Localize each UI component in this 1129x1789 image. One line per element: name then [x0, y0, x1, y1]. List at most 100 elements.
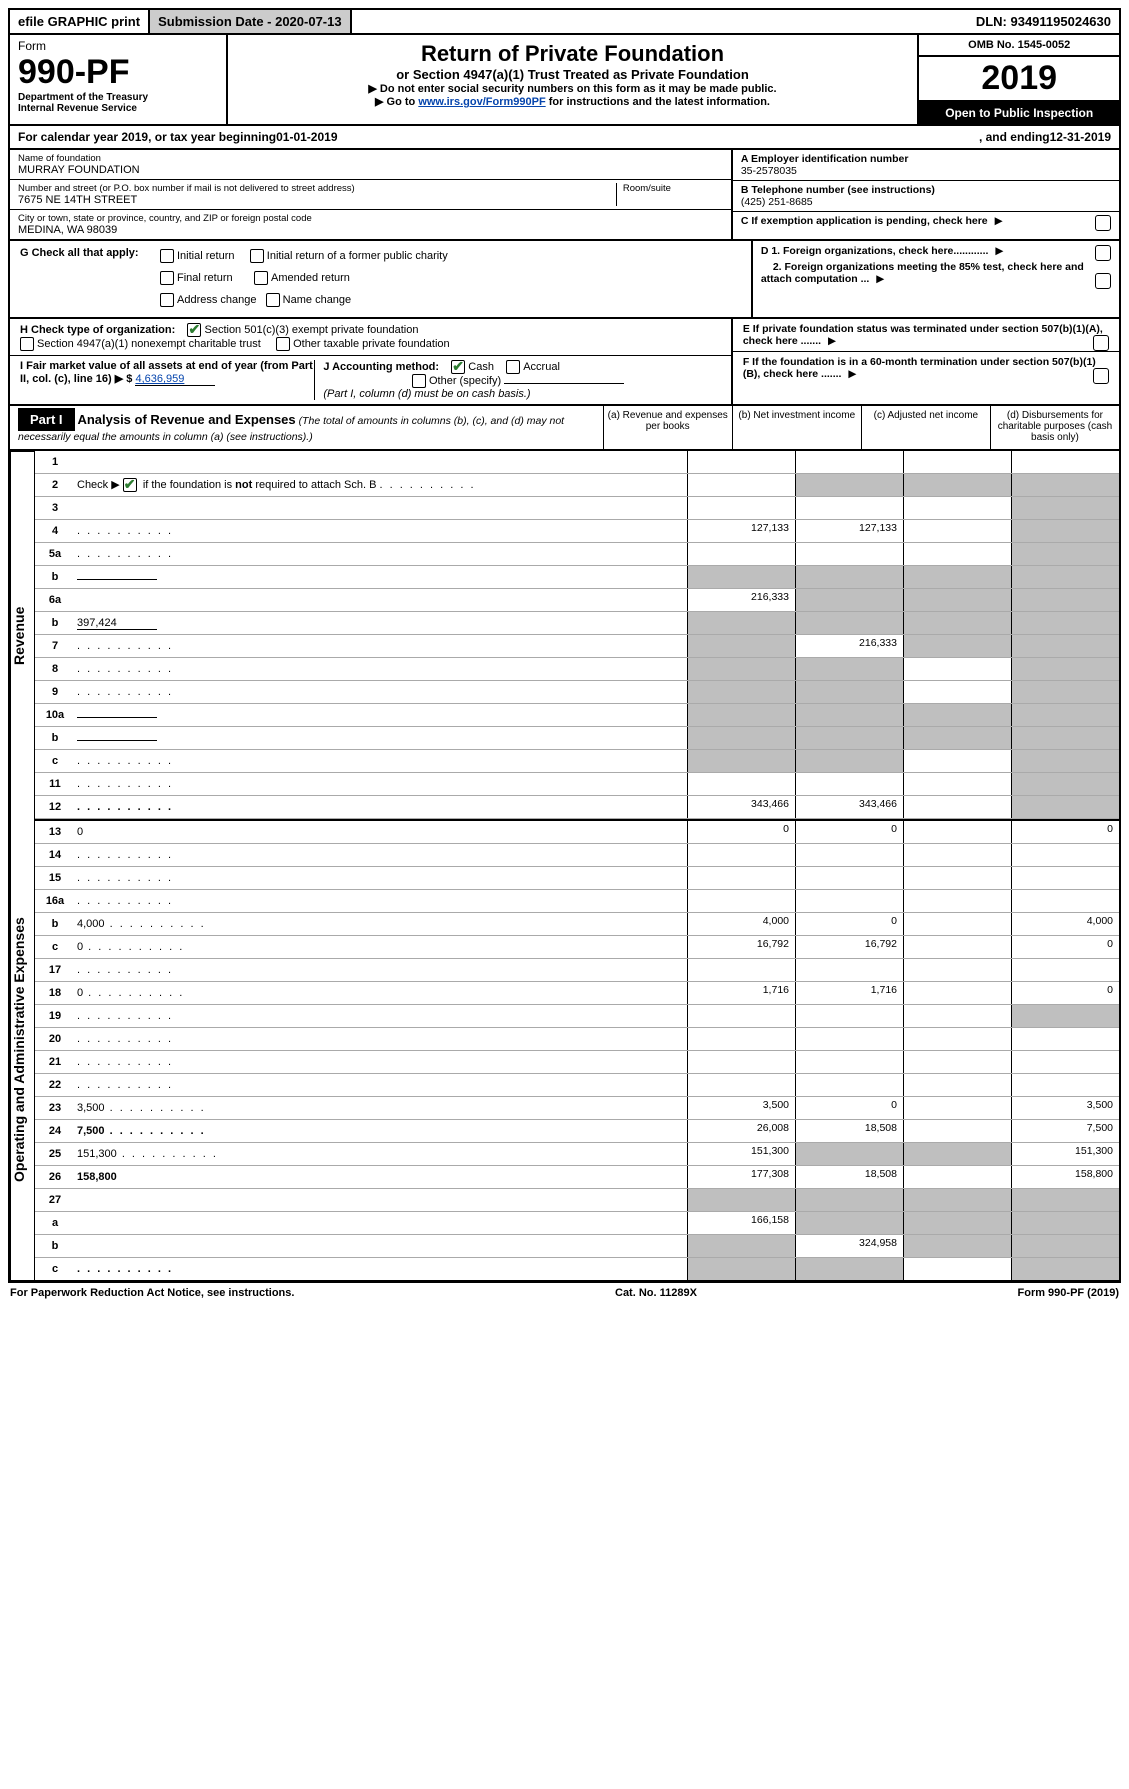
amount-col-a — [687, 890, 795, 912]
amount-col-a — [687, 681, 795, 703]
initial-return-checkbox[interactable] — [160, 249, 174, 263]
table-row: 5a — [35, 543, 1119, 566]
line-number: 3 — [35, 500, 75, 516]
amount-col-a — [687, 704, 795, 726]
line-number: 17 — [35, 962, 75, 978]
table-row: c016,79216,7920 — [35, 936, 1119, 959]
amount-col-a — [687, 497, 795, 519]
line-number: 9 — [35, 684, 75, 700]
addr-label: Number and street (or P.O. box number if… — [18, 183, 616, 194]
amount-col-b: 18,508 — [795, 1120, 903, 1142]
amount-col-d — [1011, 635, 1119, 657]
header-left: Form 990-PF Department of the Treasury I… — [10, 35, 228, 124]
d2-checkbox[interactable] — [1095, 273, 1111, 289]
amount-col-d — [1011, 451, 1119, 473]
calyear-mid: , and ending — [979, 130, 1050, 144]
line-number: 25 — [35, 1146, 75, 1162]
table-row: 20 — [35, 1028, 1119, 1051]
top-bar: efile GRAPHIC print Submission Date - 20… — [8, 8, 1121, 35]
table-row: 2Check ▶ if the foundation is not requir… — [35, 474, 1119, 497]
initial-former-checkbox[interactable] — [250, 249, 264, 263]
footer: For Paperwork Reduction Act Notice, see … — [8, 1282, 1121, 1303]
arrow-icon: ▶ — [828, 335, 836, 347]
line-description — [75, 1077, 687, 1093]
amount-col-b — [795, 890, 903, 912]
amount-col-a — [687, 658, 795, 680]
f-label: F If the foundation is in a 60-month ter… — [743, 356, 1096, 380]
amount-col-d — [1011, 1189, 1119, 1211]
line-number: 26 — [35, 1169, 75, 1185]
e-checkbox[interactable] — [1093, 335, 1109, 351]
line-description — [75, 799, 687, 815]
other-method-checkbox[interactable] — [412, 374, 426, 388]
amount-col-a: 151,300 — [687, 1143, 795, 1165]
amount-col-c — [903, 1212, 1011, 1234]
line-description — [75, 684, 687, 700]
line-description — [75, 962, 687, 978]
form-link[interactable]: www.irs.gov/Form990PF — [418, 96, 545, 108]
h-501c3-checkbox[interactable] — [187, 323, 201, 337]
city-cell: City or town, state or province, country… — [10, 210, 731, 239]
line-description: 3,500 — [75, 1100, 687, 1116]
calyear-end: 12-31-2019 — [1050, 130, 1111, 144]
amount-col-a — [687, 750, 795, 772]
amount-col-c — [903, 704, 1011, 726]
amount-col-c — [903, 796, 1011, 818]
line-description — [75, 638, 687, 654]
amount-col-d: 0 — [1011, 982, 1119, 1004]
sch-b-checkbox[interactable] — [123, 478, 137, 492]
line-description: 0 — [75, 824, 687, 840]
amount-col-c — [903, 750, 1011, 772]
table-row: 233,5003,50003,500 — [35, 1097, 1119, 1120]
name-change-checkbox[interactable] — [266, 293, 280, 307]
dept-irs: Internal Revenue Service — [18, 103, 218, 114]
cash-checkbox[interactable] — [451, 360, 465, 374]
amended-return-checkbox[interactable] — [254, 271, 268, 285]
table-row: 15 — [35, 867, 1119, 890]
amount-col-b — [795, 1074, 903, 1096]
other-specify-field[interactable] — [504, 383, 624, 384]
amount-col-d — [1011, 727, 1119, 749]
amount-col-d — [1011, 681, 1119, 703]
amount-col-a — [687, 451, 795, 473]
final-return-checkbox[interactable] — [160, 271, 174, 285]
line-number: 1 — [35, 454, 75, 470]
line-description: 4,000 — [75, 916, 687, 932]
table-row: 3 — [35, 497, 1119, 520]
amount-col-d — [1011, 890, 1119, 912]
phone-value: (425) 251-8685 — [741, 196, 1111, 208]
line-description — [75, 569, 687, 585]
address-change-checkbox[interactable] — [160, 293, 174, 307]
line-description — [75, 546, 687, 562]
line-number: 14 — [35, 847, 75, 863]
inline-field — [77, 579, 157, 580]
amount-col-c — [903, 1051, 1011, 1073]
submission-date: Submission Date - 2020-07-13 — [150, 10, 352, 33]
line-description — [75, 598, 687, 602]
table-row: 27 — [35, 1189, 1119, 1212]
amount-col-b — [795, 1258, 903, 1280]
amount-col-b — [795, 658, 903, 680]
amount-col-b — [795, 1212, 903, 1234]
line-number: 20 — [35, 1031, 75, 1047]
final-return-label: Final return — [177, 272, 233, 284]
amount-col-c — [903, 959, 1011, 981]
amount-col-d — [1011, 520, 1119, 542]
f-checkbox[interactable] — [1093, 368, 1109, 384]
h-4947-checkbox[interactable] — [20, 337, 34, 351]
line-description — [75, 1244, 687, 1248]
h-other-checkbox[interactable] — [276, 337, 290, 351]
table-row: b4,0004,00004,000 — [35, 913, 1119, 936]
line-number: 23 — [35, 1100, 75, 1116]
line-description: Check ▶ if the foundation is not require… — [75, 476, 687, 494]
d1-checkbox[interactable] — [1095, 245, 1111, 261]
table-row: 130000 — [35, 819, 1119, 844]
form-header: Form 990-PF Department of the Treasury I… — [8, 35, 1121, 126]
amount-col-d — [1011, 773, 1119, 795]
amount-col-a — [687, 1258, 795, 1280]
table-row: c — [35, 1258, 1119, 1280]
exemption-checkbox[interactable] — [1095, 215, 1111, 231]
amount-col-b — [795, 959, 903, 981]
line-description — [75, 753, 687, 769]
accrual-checkbox[interactable] — [506, 360, 520, 374]
